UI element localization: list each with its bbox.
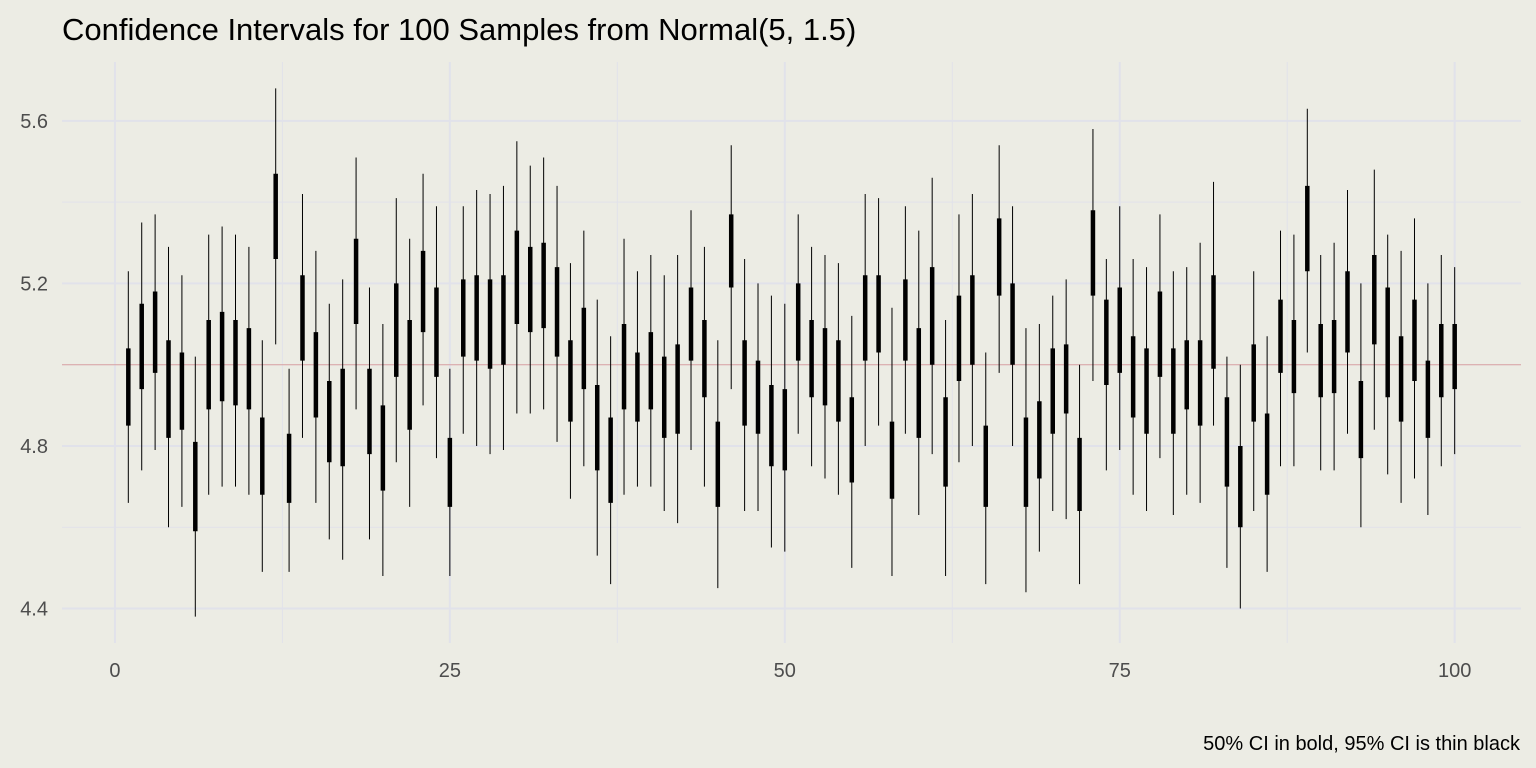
y-tick-label: 4.8: [20, 436, 48, 458]
y-tick-label: 4.4: [20, 598, 48, 620]
y-tick-label: 5.6: [20, 111, 48, 133]
chart-caption: 50% CI in bold, 95% CI is thin black: [1203, 733, 1521, 755]
x-tick-label: 0: [109, 660, 120, 682]
y-axis: 4.4 4.8 5.2 5.6: [20, 111, 48, 621]
intervals: [126, 88, 1457, 617]
x-tick-label: 50: [774, 660, 796, 682]
chart-title: Confidence Intervals for 100 Samples fro…: [62, 12, 856, 47]
x-tick-label: 100: [1438, 660, 1471, 682]
x-tick-label: 25: [439, 660, 461, 682]
y-tick-label: 5.2: [20, 273, 48, 295]
x-tick-label: 75: [1109, 660, 1131, 682]
x-axis: 0 25 50 75 100: [109, 660, 1471, 682]
